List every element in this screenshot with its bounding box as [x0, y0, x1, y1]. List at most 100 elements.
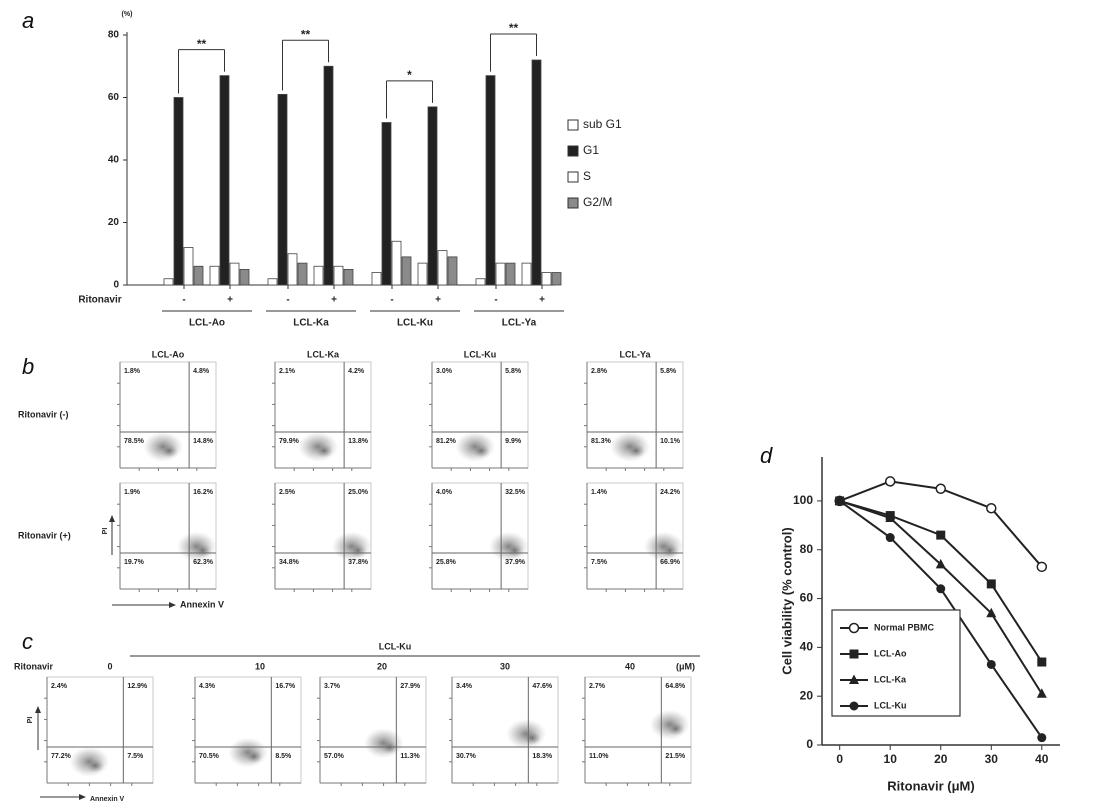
bar	[220, 76, 229, 285]
quadrant-percent: 1.8%	[124, 368, 141, 375]
y-tick-label: 60	[800, 591, 814, 605]
x-tick-label: -	[286, 295, 289, 306]
legend-marker	[850, 650, 859, 659]
column-label: LCL-Ka	[307, 349, 340, 359]
bar	[428, 107, 437, 285]
dose: 40	[625, 661, 635, 671]
quadrant-percent: 70.5%	[199, 753, 220, 760]
page: {"chart_data": [ {"type": "bar", "panel"…	[0, 0, 1099, 809]
bar	[496, 263, 505, 285]
x-tick-label: 20	[934, 752, 948, 766]
quadrant-percent: 8.5%	[275, 753, 292, 760]
quadrant-percent: 24.2%	[660, 489, 681, 496]
bar	[476, 279, 485, 285]
bar	[506, 263, 515, 285]
marker	[936, 484, 945, 493]
x-tick-label: 30	[985, 752, 999, 766]
y-tick-label: 100	[793, 493, 813, 507]
cell-cloud	[523, 731, 541, 745]
legend-label: Normal PBMC	[874, 622, 935, 632]
quadrant-percent: 2.7%	[589, 683, 606, 690]
x-axis-label: Annexin V	[90, 796, 125, 803]
y-axis-label: PI	[102, 528, 109, 535]
marker	[987, 504, 996, 513]
x-tick-label: +	[331, 295, 337, 306]
legend-swatch	[568, 120, 578, 130]
quadrant-percent: 16.7%	[275, 683, 296, 690]
quadrant-percent: 4.3%	[199, 683, 216, 690]
bar	[210, 266, 219, 285]
bar	[522, 263, 531, 285]
quadrant-percent: 32.5%	[505, 489, 526, 496]
quadrant-percent: 1.4%	[591, 489, 608, 496]
quadrant-percent: 57.0%	[324, 753, 345, 760]
quadrant-percent: 13.8%	[348, 438, 369, 445]
group-label: LCL-Ya	[502, 318, 537, 329]
bar	[240, 269, 249, 285]
quadrant-percent: 5.8%	[505, 368, 522, 375]
legend-label: sub G1	[583, 117, 622, 131]
marker	[987, 660, 996, 669]
quadrant-percent: 77.2%	[51, 753, 72, 760]
panel-label: a	[22, 8, 34, 33]
quadrant-percent: 19.7%	[124, 559, 145, 566]
bar	[372, 273, 381, 286]
quadrant-percent: 47.6%	[532, 683, 553, 690]
quadrant-percent: 79.9%	[279, 438, 300, 445]
cell-cloud	[194, 544, 212, 558]
quadrant-percent: 2.4%	[51, 683, 68, 690]
column-label: LCL-Ya	[619, 349, 651, 359]
x-axis-label: Annexin V	[180, 599, 224, 609]
cell-cloud	[315, 444, 333, 458]
quadrant-percent: 16.2%	[193, 489, 214, 496]
bar	[486, 76, 495, 285]
quadrant-percent: 30.7%	[456, 753, 477, 760]
x-tick-label: 0	[836, 752, 843, 766]
legend-label: G1	[583, 143, 599, 157]
legend-marker	[850, 702, 859, 711]
x-tick-label: +	[435, 295, 441, 306]
dose-label: Ritonavir	[14, 661, 54, 671]
quadrant-percent: 81.2%	[436, 438, 457, 445]
bar	[418, 263, 427, 285]
quadrant-percent: 1.9%	[124, 489, 141, 496]
quadrant-percent: 25.8%	[436, 559, 457, 566]
arrow-head	[169, 602, 176, 608]
legend-swatch	[568, 146, 578, 156]
cell-cloud	[245, 750, 263, 764]
column-label: LCL-Ku	[464, 349, 497, 359]
row-label: Ritonavir (+)	[18, 530, 71, 540]
bar	[230, 263, 239, 285]
quadrant-percent: 21.5%	[665, 753, 686, 760]
bar	[184, 248, 193, 286]
legend-label: LCL-Ka	[874, 674, 907, 684]
x-tick-label: +	[227, 295, 233, 306]
legend-swatch	[568, 172, 578, 182]
dose-unit: (μM)	[676, 661, 695, 671]
marker	[886, 533, 895, 542]
bar	[174, 98, 183, 286]
bar	[324, 66, 333, 285]
sig-annotation: **	[509, 21, 519, 35]
quadrant-percent: 9.9%	[505, 438, 522, 445]
quadrant-percent: 62.3%	[193, 559, 214, 566]
legend-label: G2/M	[583, 195, 612, 209]
y-tick-label: 20	[800, 688, 814, 702]
quadrant-percent: 11.3%	[400, 753, 420, 760]
quadrant-percent: 27.9%	[400, 683, 421, 690]
x-axis-label: Ritonavir (μM)	[887, 778, 974, 793]
sig-annotation: *	[407, 68, 412, 82]
cell-cloud	[506, 544, 524, 558]
row-label: Ritonavir (-)	[18, 409, 69, 419]
bar	[314, 266, 323, 285]
quadrant-percent: 64.8%	[665, 683, 686, 690]
bar	[334, 266, 343, 285]
y-tick-label: 80	[108, 30, 120, 41]
figure: a(%)020406080-+-+-+-+RitonavirLCL-AoLCL-…	[0, 0, 1099, 809]
quadrant-percent: 7.5%	[127, 753, 144, 760]
x-tick-label: -	[182, 295, 185, 306]
arrow-head	[79, 794, 86, 800]
quadrant-percent: 66.9%	[660, 559, 681, 566]
column-label: LCL-Ao	[152, 349, 185, 359]
panel-label: b	[22, 354, 34, 379]
